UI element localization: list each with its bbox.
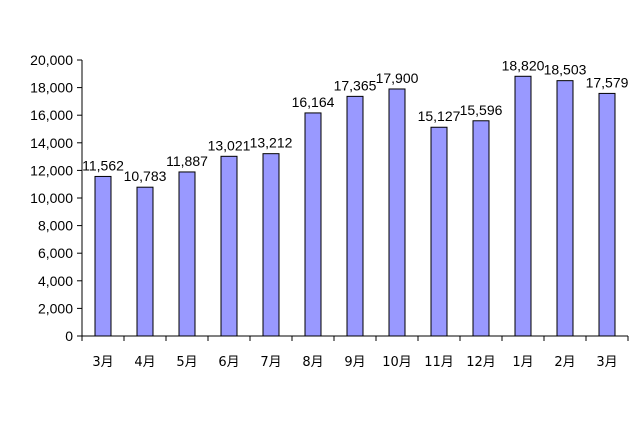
data-label: 17,365 xyxy=(334,77,377,93)
bar xyxy=(304,112,322,337)
bar xyxy=(136,186,154,337)
x-category-label: 3月 xyxy=(596,355,617,370)
bar xyxy=(514,75,532,337)
data-label: 10,783 xyxy=(124,168,167,184)
x-category-label: 1月 xyxy=(512,355,533,370)
y-tick-label: 8,000 xyxy=(38,218,73,234)
data-label: 15,127 xyxy=(418,108,461,124)
data-label: 13,021 xyxy=(208,137,251,153)
y-tick-label: 4,000 xyxy=(38,273,73,289)
y-tick-label: 0 xyxy=(65,328,73,344)
x-axis-category-labels: 3月 4月 5月 6月 7月 8月 9月 10月 11月 12月 1月 2月 3月 xyxy=(92,355,617,370)
data-label: 11,887 xyxy=(166,153,208,169)
x-category-label: 5月 xyxy=(176,355,197,370)
y-tick-label: 20,000 xyxy=(30,52,73,68)
x-category-label: 8月 xyxy=(302,355,323,370)
bar xyxy=(472,120,490,337)
x-category-label: 9月 xyxy=(344,355,365,370)
bar xyxy=(346,95,364,337)
x-category-label: 6月 xyxy=(218,355,239,370)
bar xyxy=(262,153,280,337)
y-tick-label: 18,000 xyxy=(30,80,73,96)
plot-area: 0 2,000 4,000 6,000 8,000 10,000 12,000 14,000 1… xyxy=(30,52,628,370)
data-label: 17,900 xyxy=(376,70,419,86)
y-axis-tick-labels: 0 2,000 4,000 6,000 8,000 10,000 12,000 14,000 1… xyxy=(30,52,73,344)
x-category-label: 4月 xyxy=(134,355,155,370)
data-label: 11,562 xyxy=(82,157,124,173)
bar xyxy=(556,80,574,337)
y-axis-ticks xyxy=(77,59,82,337)
bars xyxy=(94,75,616,337)
data-label: 18,503 xyxy=(544,62,587,78)
x-category-label: 7月 xyxy=(260,355,281,370)
bar xyxy=(388,88,406,337)
y-tick-label: 6,000 xyxy=(38,245,73,261)
bar xyxy=(598,92,616,337)
x-category-label: 10月 xyxy=(382,355,412,370)
bar xyxy=(220,155,238,337)
y-tick-label: 10,000 xyxy=(30,190,73,206)
data-label: 18,820 xyxy=(502,57,545,73)
x-axis-ticks xyxy=(81,336,629,341)
bar xyxy=(94,175,112,337)
data-label: 13,212 xyxy=(250,135,293,151)
y-tick-label: 2,000 xyxy=(38,300,73,316)
x-category-label: 2月 xyxy=(554,355,575,370)
x-category-label: 12月 xyxy=(466,355,496,370)
bar xyxy=(178,171,196,337)
data-label: 17,579 xyxy=(586,74,629,90)
data-label: 15,596 xyxy=(460,102,503,118)
y-tick-label: 14,000 xyxy=(30,135,73,151)
y-tick-label: 12,000 xyxy=(30,162,73,178)
x-category-label: 3月 xyxy=(92,355,113,370)
bar xyxy=(430,126,448,337)
data-label: 16,164 xyxy=(292,94,335,110)
x-category-label: 11月 xyxy=(424,355,454,370)
y-tick-label: 16,000 xyxy=(30,107,73,123)
